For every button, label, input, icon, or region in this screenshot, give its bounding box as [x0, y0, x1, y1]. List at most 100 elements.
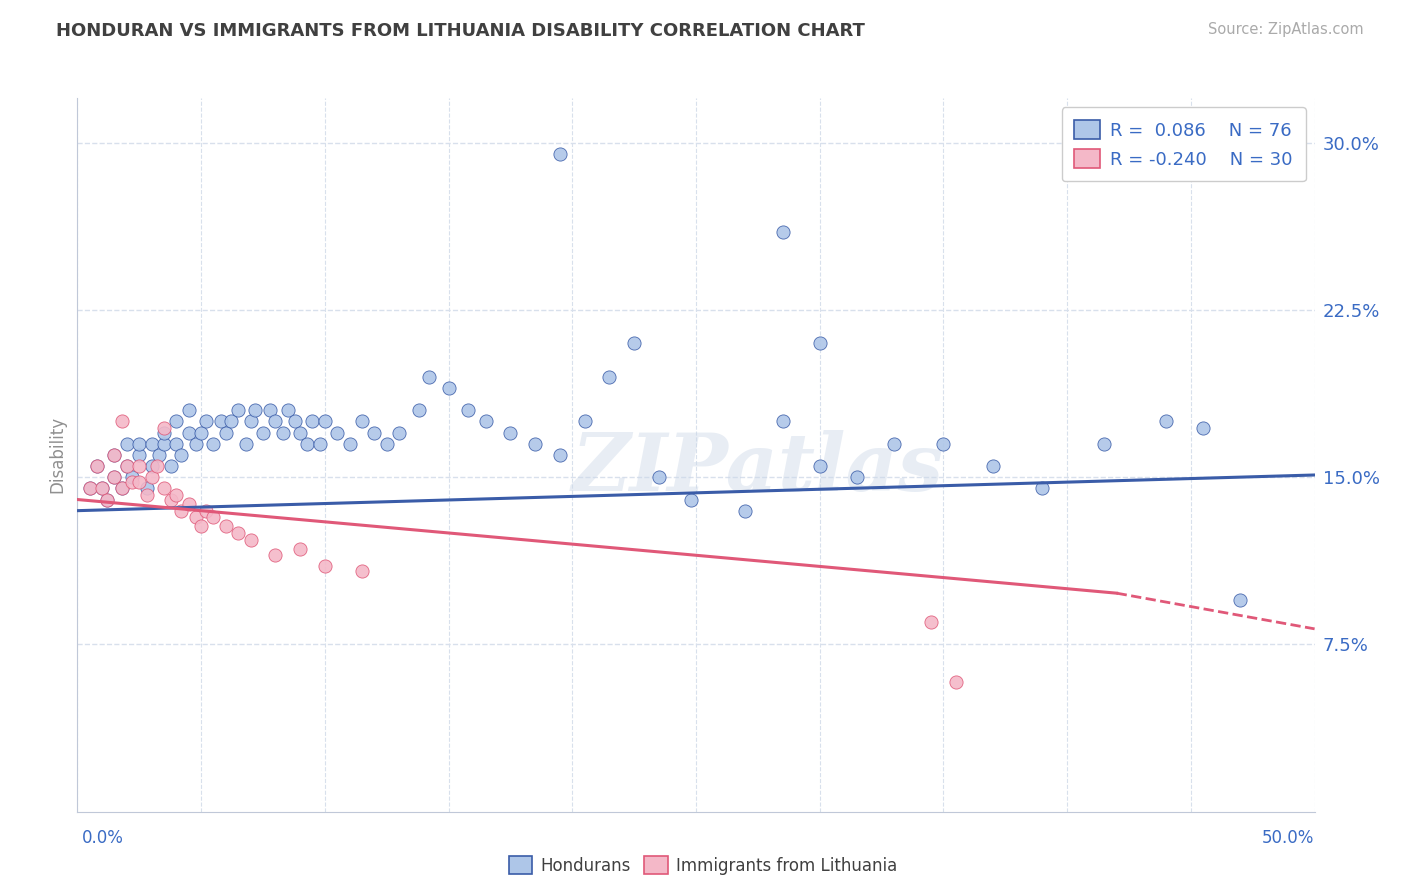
- Point: [121, 470, 143, 484]
- Point: [235, 436, 257, 450]
- Point: [184, 510, 207, 524]
- Point: [153, 425, 176, 440]
- Point: [128, 475, 150, 489]
- Point: [808, 336, 831, 351]
- Point: [177, 403, 200, 417]
- Point: [301, 414, 323, 429]
- Point: [314, 559, 336, 574]
- Point: [245, 403, 267, 417]
- Point: [202, 510, 225, 524]
- Point: [103, 470, 125, 484]
- Point: [264, 414, 287, 429]
- Point: [574, 414, 596, 429]
- Point: [772, 414, 794, 429]
- Point: [648, 470, 671, 484]
- Point: [945, 675, 967, 690]
- Point: [135, 482, 157, 496]
- Point: [103, 448, 125, 462]
- Point: [111, 482, 134, 496]
- Point: [160, 459, 183, 474]
- Point: [128, 448, 150, 462]
- Y-axis label: Disability: Disability: [48, 417, 66, 493]
- Point: [96, 492, 118, 507]
- Text: 0.0%: 0.0%: [82, 829, 124, 847]
- Text: Source: ZipAtlas.com: Source: ZipAtlas.com: [1208, 22, 1364, 37]
- Point: [277, 403, 299, 417]
- Point: [165, 436, 187, 450]
- Point: [79, 482, 101, 496]
- Point: [153, 421, 176, 435]
- Point: [165, 488, 187, 502]
- Point: [264, 548, 287, 563]
- Point: [170, 503, 193, 517]
- Point: [548, 147, 571, 161]
- Point: [111, 414, 134, 429]
- Point: [1154, 414, 1177, 429]
- Point: [920, 615, 942, 630]
- Point: [932, 436, 955, 450]
- Point: [141, 436, 163, 450]
- Point: [128, 459, 150, 474]
- Point: [91, 482, 114, 496]
- Point: [165, 414, 187, 429]
- Point: [1092, 436, 1115, 450]
- Point: [226, 403, 249, 417]
- Text: 50.0%: 50.0%: [1263, 829, 1315, 847]
- Point: [111, 482, 134, 496]
- Point: [981, 459, 1004, 474]
- Point: [623, 336, 645, 351]
- Legend: Hondurans, Immigrants from Lithuania: Hondurans, Immigrants from Lithuania: [502, 849, 904, 881]
- Point: [141, 459, 163, 474]
- Point: [239, 414, 262, 429]
- Point: [190, 519, 212, 533]
- Text: HONDURAN VS IMMIGRANTS FROM LITHUANIA DISABILITY CORRELATION CHART: HONDURAN VS IMMIGRANTS FROM LITHUANIA DI…: [56, 22, 865, 40]
- Point: [314, 414, 336, 429]
- Point: [284, 414, 307, 429]
- Point: [103, 470, 125, 484]
- Text: ZIPatlas: ZIPatlas: [572, 431, 943, 508]
- Point: [141, 470, 163, 484]
- Point: [170, 448, 193, 462]
- Point: [308, 436, 330, 450]
- Point: [91, 482, 114, 496]
- Point: [160, 492, 183, 507]
- Point: [128, 436, 150, 450]
- Point: [190, 425, 212, 440]
- Point: [86, 459, 108, 474]
- Point: [96, 492, 118, 507]
- Point: [153, 436, 176, 450]
- Point: [1229, 592, 1251, 607]
- Point: [145, 459, 167, 474]
- Point: [195, 503, 218, 517]
- Point: [177, 497, 200, 511]
- Point: [184, 436, 207, 450]
- Point: [363, 425, 385, 440]
- Point: [115, 459, 138, 474]
- Point: [215, 519, 238, 533]
- Point: [1192, 421, 1215, 435]
- Point: [375, 436, 398, 450]
- Point: [148, 448, 170, 462]
- Legend: R =  0.086    N = 76, R = -0.240    N = 30: R = 0.086 N = 76, R = -0.240 N = 30: [1062, 107, 1306, 181]
- Point: [239, 533, 262, 547]
- Point: [195, 414, 218, 429]
- Point: [772, 225, 794, 239]
- Point: [252, 425, 274, 440]
- Point: [845, 470, 868, 484]
- Point: [135, 488, 157, 502]
- Point: [121, 475, 143, 489]
- Point: [457, 403, 479, 417]
- Point: [288, 425, 311, 440]
- Point: [103, 448, 125, 462]
- Point: [499, 425, 522, 440]
- Point: [350, 414, 373, 429]
- Point: [177, 425, 200, 440]
- Point: [418, 369, 440, 384]
- Point: [883, 436, 905, 450]
- Point: [326, 425, 349, 440]
- Point: [474, 414, 496, 429]
- Point: [79, 482, 101, 496]
- Point: [679, 492, 702, 507]
- Point: [153, 482, 176, 496]
- Point: [209, 414, 232, 429]
